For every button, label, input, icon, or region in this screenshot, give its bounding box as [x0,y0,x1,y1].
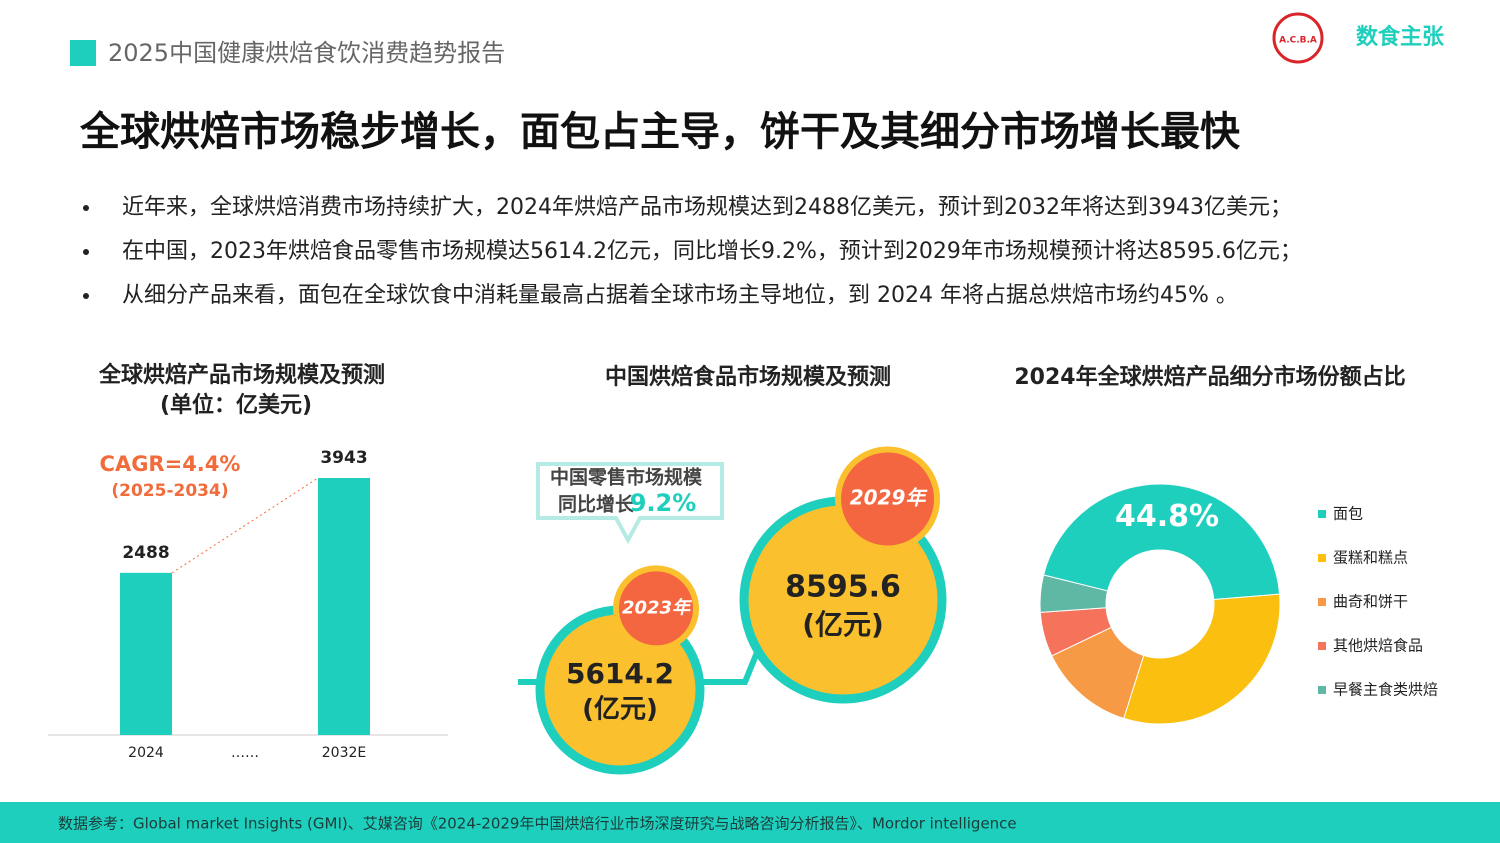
legend-label: 其他烘焙食品 [1333,637,1423,655]
legend-label: 曲奇和饼干 [1333,593,1408,611]
report-title: 2025中国健康烘焙食饮消费趋势报告 [108,39,505,67]
donut-slice [1123,593,1281,725]
bullet-dot [83,293,89,299]
unit-label: (亿元) [802,608,884,641]
chart-title: 2024年全球烘焙产品细分市场份额占比 [1014,364,1405,390]
slide-title: 全球烘焙市场稳步增长，面包占主导，饼干及其细分市场增长最快 [79,109,1241,155]
year-label: 2023年 [622,597,693,618]
legend-swatch [1318,554,1326,562]
annotation: CAGR=4.4% [100,452,241,476]
bullet-text: 在中国，2023年烘焙食品零售市场规模达5614.2亿元，同比增长9.2%，预计… [122,239,1302,264]
donut-slice [1039,574,1109,613]
footer-band [0,802,1500,843]
chart-subtitle: (单位：亿美元) [160,392,312,418]
chart-title: 全球烘焙产品市场规模及预测 [98,362,385,388]
year-badge [835,446,941,552]
slice-label: 44.8% [1115,499,1219,534]
value-label: 5614.2 [566,657,674,690]
bar [120,572,172,735]
callout-highlight: 9.2% [630,489,697,517]
x-tick-label: 2032E [322,745,366,761]
logo-text: 数食主张 [1356,24,1445,50]
footer-source: 数据参考：Global market Insights (GMI)、艾媒咨询《2… [58,815,1017,833]
bar [318,478,370,735]
annotation: (2025-2034) [111,481,228,501]
legend-label: 早餐主食类烘焙 [1333,681,1438,699]
callout-text: 中国零售市场规模 [550,466,703,489]
trend-line [171,477,319,574]
legend-swatch [1318,598,1326,606]
chart-title: 中国烘焙食品市场规模及预测 [605,364,891,390]
bullet-text: 从细分产品来看，面包在全球饮食中消耗量最高占据着全球市场主导地位，到 2024 … [122,283,1238,308]
donut-slice [1042,483,1281,601]
legend-label: 蛋糕和糕点 [1333,549,1408,567]
year-label: 2029年 [850,486,929,510]
x-tick-label: …… [231,745,259,761]
value-label: 2488 [122,543,169,563]
value-label: 3943 [320,448,367,468]
legend-swatch [1318,686,1326,694]
value-label: 8595.6 [785,570,901,605]
legend-swatch [1318,510,1326,518]
logo-badge: A.C.B.A [1279,36,1317,46]
bullet-text: 近年来，全球烘焙消费市场持续扩大，2024年烘焙产品市场规模达到2488亿美元，… [122,195,1292,220]
year-badge [613,565,699,652]
x-tick-label: 2024 [128,745,164,761]
unit-label: (亿元) [582,695,658,725]
callout-text: 同比增长 [558,493,635,516]
bullet-dot [83,205,89,211]
callout-box [536,462,724,545]
legend-label: 面包 [1333,505,1363,523]
legend-swatch [1318,642,1326,650]
bullet-dot [83,249,89,255]
header-marker [70,40,96,66]
logo-ring [1272,12,1324,64]
